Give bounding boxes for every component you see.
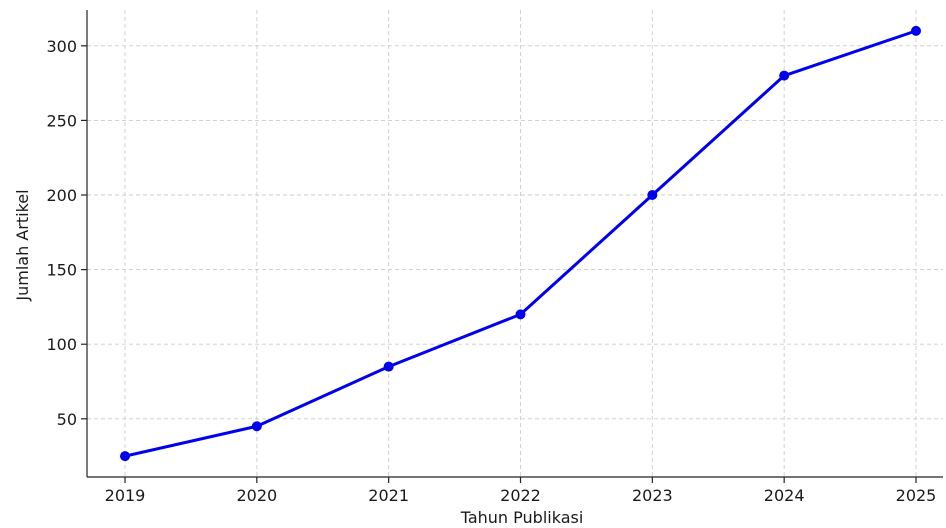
data-point [647,190,657,200]
data-point [252,421,262,431]
x-tick-label: 2020 [236,486,277,505]
data-point [384,362,394,372]
x-tick-label: 2019 [105,486,146,505]
y-tick-label: 300 [46,37,77,56]
x-axis-title: Tahun Publikasi [460,508,584,527]
y-tick-label: 100 [46,335,77,354]
x-tick-label: 2025 [896,486,937,505]
x-tick-label: 2022 [500,486,541,505]
data-point [911,26,921,36]
x-tick-label: 2023 [632,486,673,505]
y-tick-label: 50 [57,410,77,429]
x-tick-label: 2021 [368,486,409,505]
data-point [120,451,130,461]
tick-labels: 2019 2020 2021 2022 2023 2024 2025 50 100 150 200 2… [46,37,936,505]
y-tick-label: 150 [46,261,77,280]
data-point [779,71,789,81]
axes [81,10,943,483]
y-axis-title: Jumlah Artikel [13,189,32,301]
data-point [516,309,526,319]
gridlines [87,10,943,477]
y-tick-label: 200 [46,186,77,205]
y-tick-label: 250 [46,111,77,130]
x-tick-label: 2024 [764,486,805,505]
